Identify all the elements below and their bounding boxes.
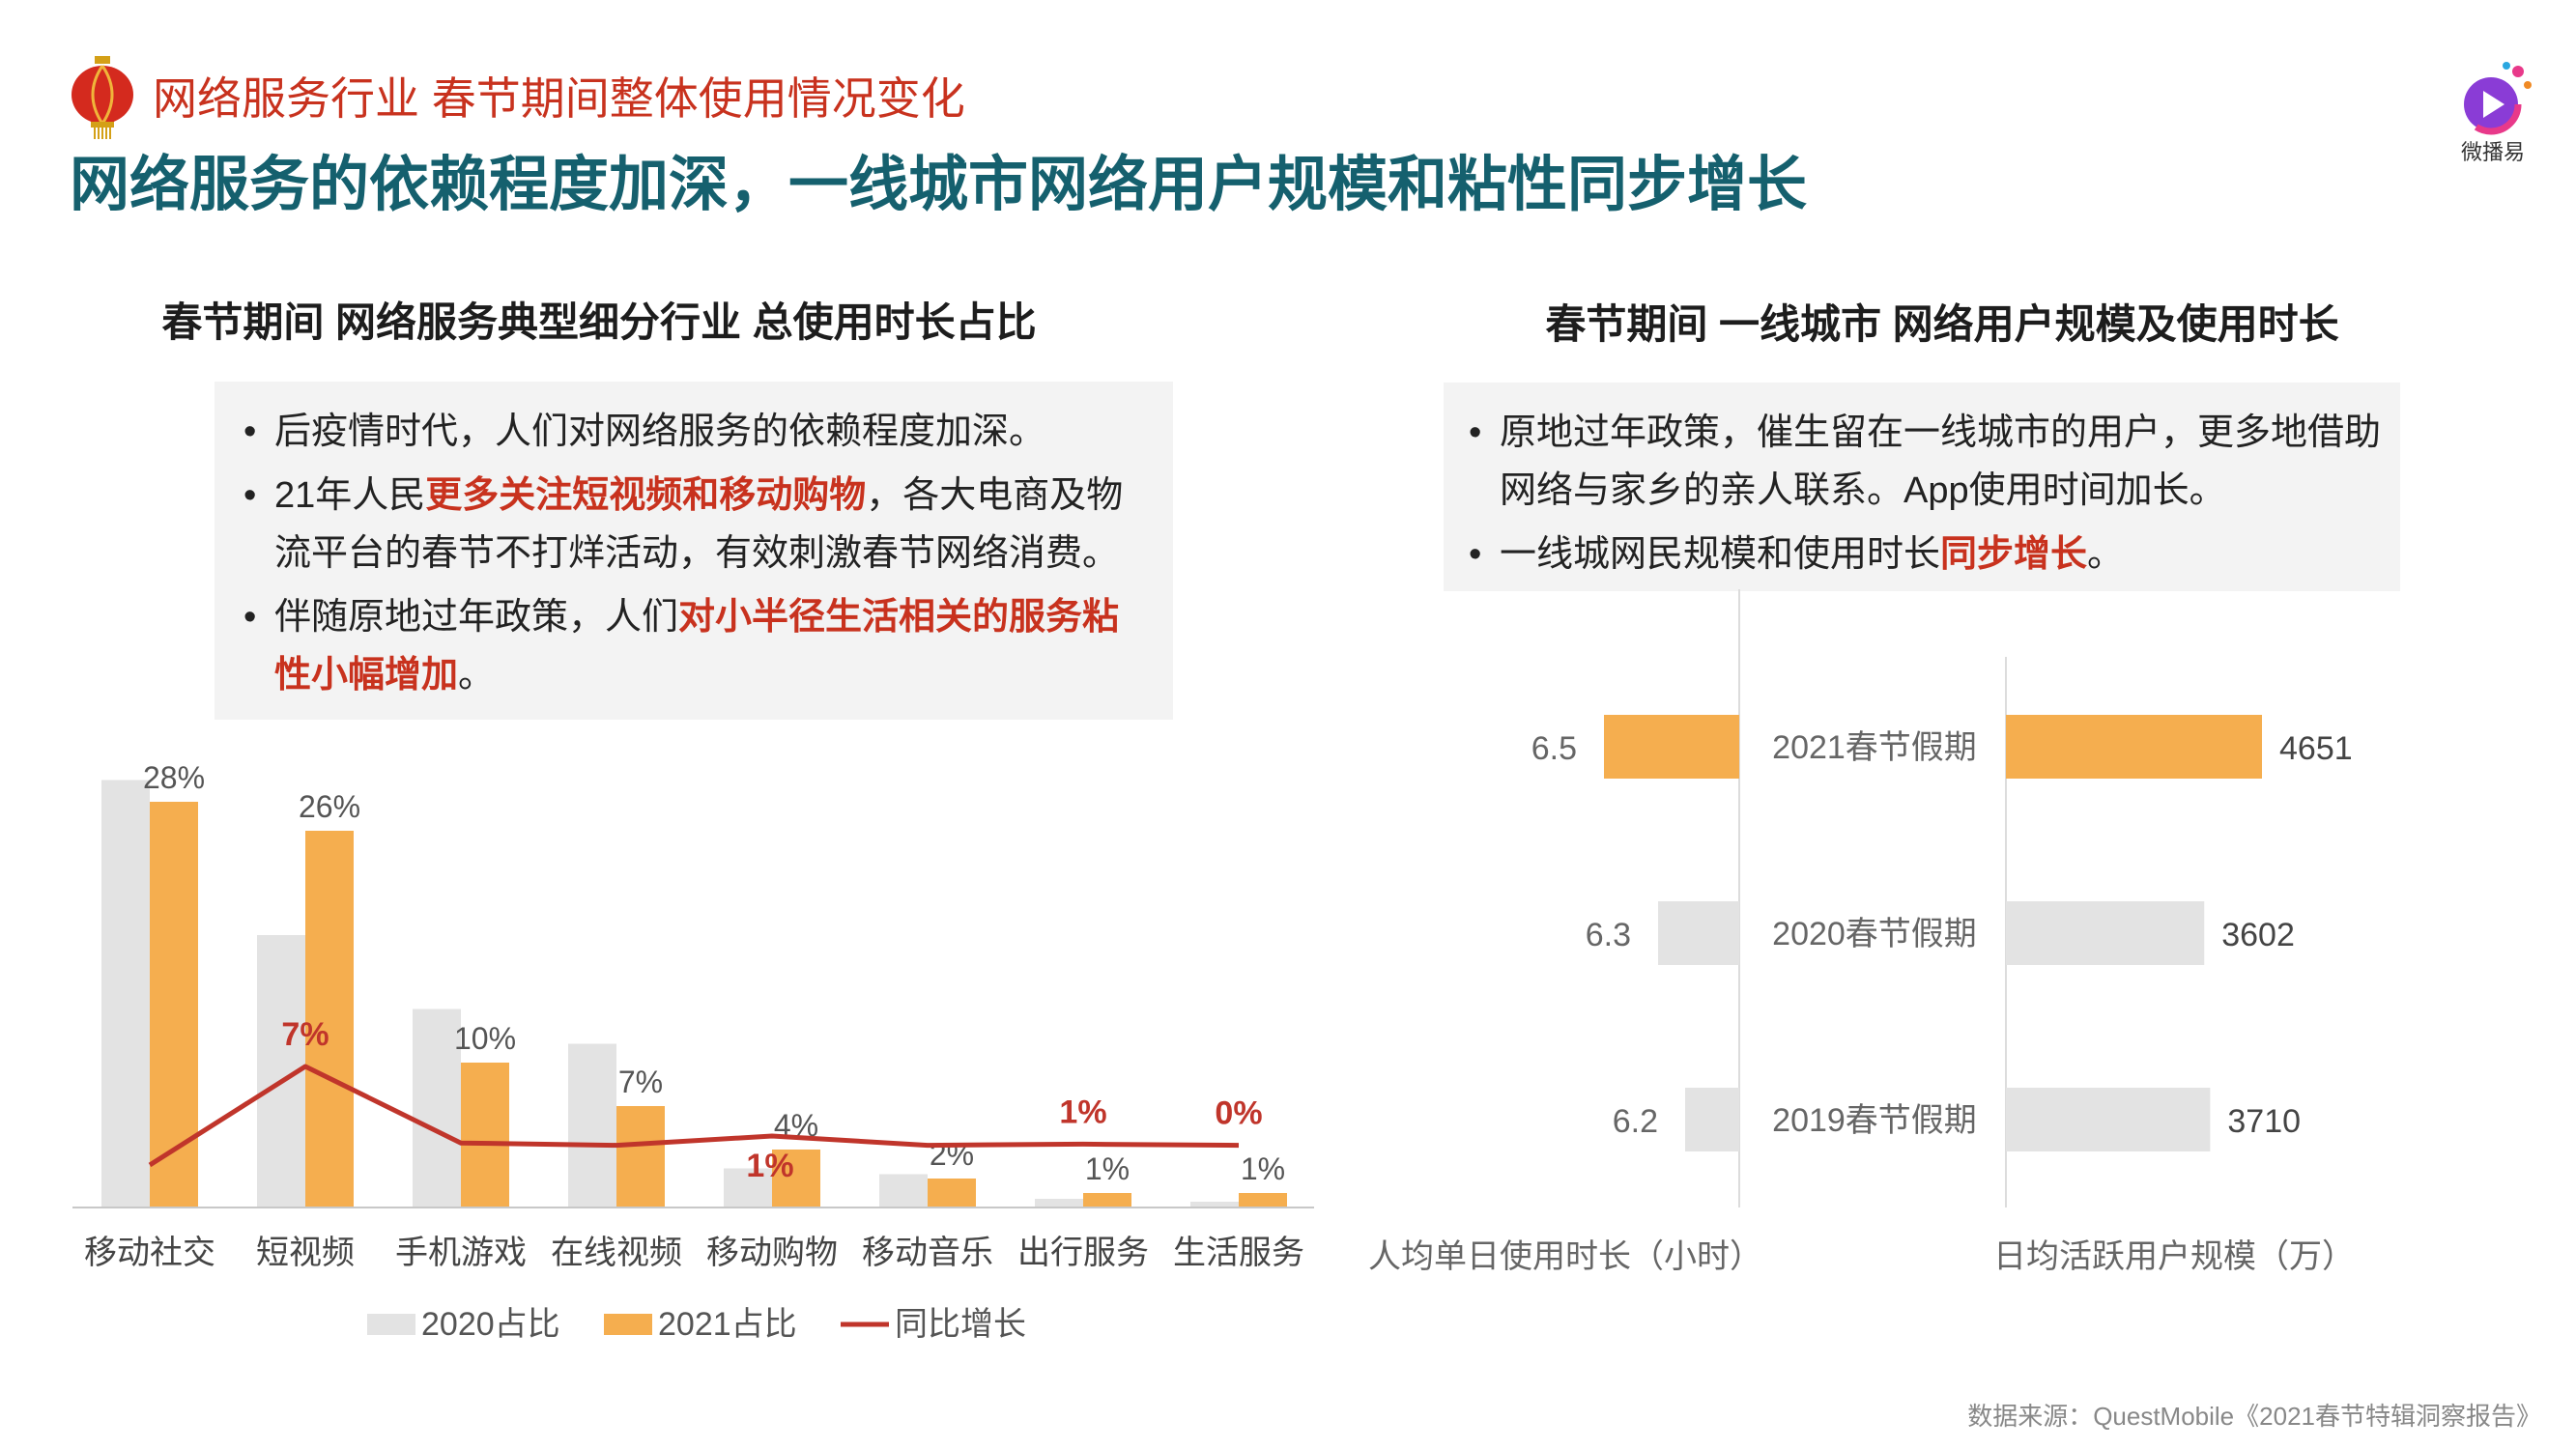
bar-value-label: 28% <box>143 760 205 795</box>
bar-2021 <box>150 802 198 1208</box>
usage-hours-label: 6.5 <box>1531 730 1577 767</box>
right-notes-box: 原地过年政策，催生留在一线城市的用户，更多地借助网络与家乡的亲人联系。App使用… <box>1444 383 2400 591</box>
page-title: 网络服务的依赖程度加深，一线城市网络用户规模和粘性同步增长 <box>70 152 1808 218</box>
legend-label: 2021占比 <box>658 1306 797 1343</box>
category-label: 短视频 <box>256 1235 355 1271</box>
bar-2020 <box>724 1168 772 1208</box>
bar-value-label: 1% <box>1085 1151 1130 1186</box>
right-note-1: 原地过年政策，催生留在一线城市的用户，更多地借助网络与家乡的亲人联系。App使用… <box>1465 404 2381 520</box>
bar-value-label: 7% <box>618 1065 663 1099</box>
growth-value-label: 1% <box>1059 1094 1106 1130</box>
usage-hours-label: 6.2 <box>1613 1103 1658 1140</box>
bar-2021 <box>305 831 354 1208</box>
legend-swatch <box>604 1314 652 1335</box>
category-label: 生活服务 <box>1173 1235 1304 1271</box>
left-note-2: 21年人民更多关注短视频和移动购物，各大电商及物流平台的春节不打烊活动，有效刺激… <box>240 467 1154 582</box>
right-chart-title: 春节期间 一线城市 网络用户规模及使用时长 <box>1545 301 2339 347</box>
category-label: 手机游戏 <box>395 1235 527 1271</box>
industry-share-chart: 28%移动社交26%短视频10%手机游戏7%在线视频4%移动购物2%移动音乐1%… <box>72 760 1314 1343</box>
category-label: 移动购物 <box>706 1235 838 1271</box>
usage-hours-bar <box>1604 715 1739 779</box>
usage-hours-label: 6.3 <box>1586 917 1631 953</box>
active-users-label: 3602 <box>2221 917 2295 953</box>
left-note-3: 伴随原地过年政策，人们对小半径生活相关的服务粘性小幅增加。 <box>240 588 1154 704</box>
legend-swatch <box>367 1314 415 1335</box>
bar-value-label: 1% <box>1241 1151 1285 1186</box>
weiboyi-play-logo-icon <box>2460 62 2532 135</box>
period-label: 2020春节假期 <box>1772 916 1977 952</box>
bar-2020 <box>101 780 150 1208</box>
usage-hours-bar <box>1658 901 1739 965</box>
period-label: 2019春节假期 <box>1772 1102 1977 1139</box>
bar-2021 <box>461 1063 509 1208</box>
bar-2021 <box>616 1106 665 1208</box>
lantern-icon <box>72 56 133 139</box>
bar-value-label: 26% <box>299 789 360 824</box>
legend-label: 同比增长 <box>895 1306 1026 1343</box>
usage-hours-bar <box>1685 1088 1739 1151</box>
active-users-bar <box>2006 715 2262 779</box>
active-users-bar <box>2006 901 2205 965</box>
category-label: 移动社交 <box>84 1235 215 1271</box>
legend-label: 2020占比 <box>421 1306 560 1343</box>
growth-value-label: 0% <box>1215 1095 1262 1132</box>
bar-value-label: 2% <box>930 1137 974 1172</box>
bar-2020 <box>1035 1199 1083 1208</box>
category-label: 在线视频 <box>551 1235 682 1271</box>
logo-text: 微播易 <box>2460 140 2525 164</box>
left-notes-box: 后疫情时代，人们对网络服务的依赖程度加深。 21年人民更多关注短视频和移动购物，… <box>215 382 1173 720</box>
active-users-label: 4651 <box>2279 730 2353 767</box>
header-subtitle: 网络服务行业 春节期间整体使用情况变化 <box>153 73 965 124</box>
bar-2020 <box>1190 1202 1239 1208</box>
active-users-bar <box>2006 1088 2211 1151</box>
bar-value-label: 10% <box>454 1021 516 1056</box>
growth-value-label: 1% <box>746 1148 793 1184</box>
growth-line <box>148 1064 1240 1168</box>
growth-value-label: 7% <box>281 1016 329 1053</box>
left-note-1: 后疫情时代，人们对网络服务的依赖程度加深。 <box>240 403 1154 461</box>
bar-2021 <box>928 1179 976 1208</box>
bar-2020 <box>413 1009 461 1208</box>
bar-2020 <box>879 1174 928 1208</box>
bar-2020 <box>568 1043 616 1208</box>
active-users-label: 3710 <box>2227 1103 2301 1140</box>
category-label: 出行服务 <box>1017 1235 1149 1271</box>
data-source: 数据来源：QuestMobile《2021春节特辑洞察报告》 <box>1967 1402 2541 1431</box>
left-chart-title: 春节期间 网络服务典型细分行业 总使用时长占比 <box>161 299 1037 345</box>
right-axis-title: 日均活跃用户规模（万） <box>1993 1238 2355 1275</box>
bar-2021 <box>772 1150 820 1208</box>
category-label: 移动音乐 <box>862 1235 993 1271</box>
period-label: 2021春节假期 <box>1772 729 1977 766</box>
right-note-2: 一线城网民规模和使用时长同步增长。 <box>1465 526 2381 583</box>
first-tier-city-users-chart: 6.5 4651 2021春节假期 6.3 3602 2020春节假期 6.2 3710 201… <box>1368 589 2355 1275</box>
bar-2021 <box>1083 1193 1131 1208</box>
left-axis-title: 人均单日使用时长（小时） <box>1368 1238 1762 1275</box>
bar-2021 <box>1239 1193 1287 1208</box>
